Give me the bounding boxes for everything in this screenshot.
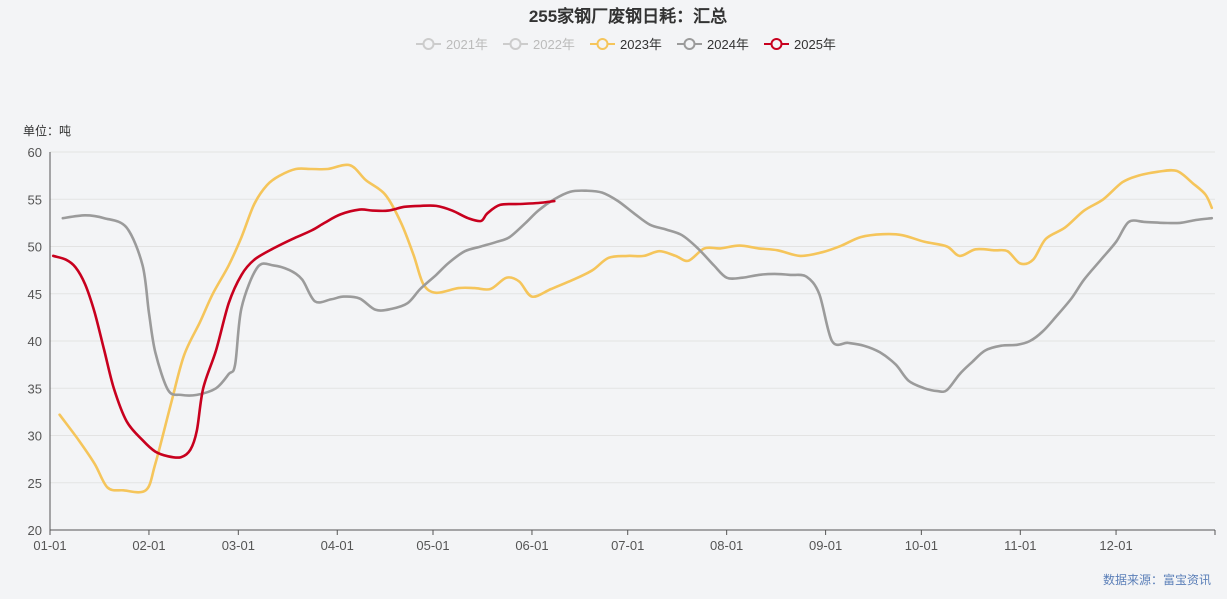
legend-label: 2022年 [533,37,575,52]
y-tick-label: 40 [28,334,42,349]
axes: 20 25 30 35 40 45 50 55 60 01-01 02-01 03-01 04-01 05… [28,145,1216,553]
series-lines [51,163,1214,494]
legend-item-2021年[interactable]: 2021年 [416,37,488,52]
y-unit-label: 单位：吨 [23,123,71,138]
data-source: 数据来源：富宝资讯 [1103,572,1211,587]
x-tick-label: 01-01 [33,538,66,553]
series-line-2025年[interactable] [51,199,556,459]
x-tick-label: 07-01 [611,538,644,553]
legend-marker [770,38,783,50]
x-tick-label: 02-01 [132,538,165,553]
legend-marker [422,38,435,50]
legend-marker [596,38,609,50]
legend-item-2022年[interactable]: 2022年 [503,37,575,52]
legend-item-2025年[interactable]: 2025年 [764,37,836,52]
x-tick-label: 11-01 [1004,538,1036,553]
legend-marker [683,38,696,50]
legend-label: 2023年 [620,37,662,52]
x-tick-label: 09-01 [809,538,842,553]
y-tick-label: 50 [28,240,42,255]
series-line-2024年[interactable] [61,189,1214,397]
legend-label: 2021年 [446,37,488,52]
x-tick-label: 12-01 [1099,538,1132,553]
legend-label: 2025年 [794,37,836,52]
x-tick-label: 04-01 [321,538,354,553]
y-tick-label: 20 [28,523,42,538]
x-tick-label: 10-01 [905,538,938,553]
y-tick-label: 25 [28,476,42,491]
y-tick-label: 35 [28,381,42,396]
legend-item-2023年[interactable]: 2023年 [590,37,662,52]
chart-title: 255家钢厂废钢日耗：汇总 [529,6,727,26]
y-tick-label: 60 [28,145,42,160]
legend-item-2024年[interactable]: 2024年 [677,37,749,52]
legend-marker [509,38,522,50]
y-tick-label: 30 [28,429,42,444]
grid [50,151,1215,484]
y-tick-label: 55 [28,192,42,207]
legend: 2021年 2022年 2023年 2024年 2025年 [416,37,836,52]
x-tick-label: 03-01 [222,538,255,553]
x-tick-label: 05-01 [416,538,449,553]
y-tick-label: 45 [28,287,42,302]
x-tick-label: 06-01 [515,538,548,553]
x-tick-label: 08-01 [710,538,743,553]
series-line-2023年[interactable] [58,163,1214,494]
legend-label: 2024年 [707,37,749,52]
